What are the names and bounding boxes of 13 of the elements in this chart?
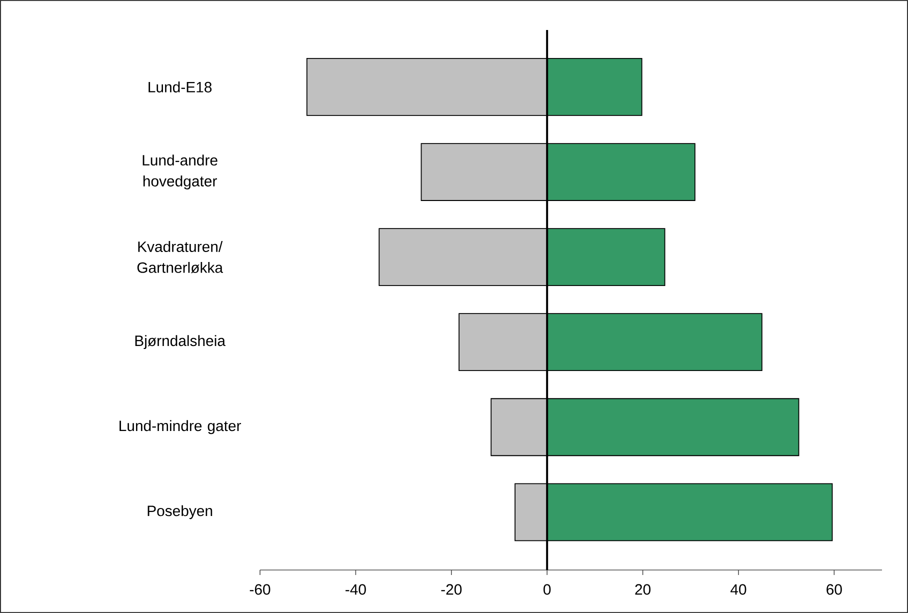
x-tick-label: 60: [826, 584, 842, 595]
x-tick-label: 40: [730, 584, 746, 595]
x-tick-label: 0: [544, 584, 551, 595]
y-tick-label: Lund-E18: [148, 81, 212, 92]
y-tick-label: Bjørndalsheia: [135, 335, 226, 350]
y-tick-label: Posebyen: [148, 505, 212, 520]
x-tick-label: -40: [346, 584, 366, 595]
x-tick-label: -60: [250, 584, 270, 595]
y-tick-label: Kvadraturen/ Gartnerløkka: [137, 241, 224, 274]
y-tick-label: Lund-andre hovedgater: [142, 154, 218, 190]
x-tick-label: 20: [635, 584, 650, 595]
x-tick-label: -20: [441, 584, 462, 595]
y-tick-label: Lund-mindre gater: [120, 420, 242, 434]
